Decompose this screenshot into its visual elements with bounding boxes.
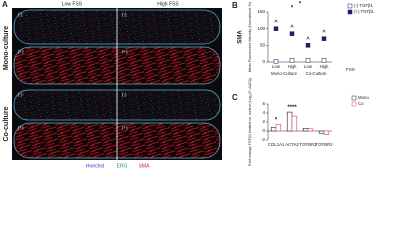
annotation: * [275, 117, 278, 123]
annotation: ^ [274, 20, 278, 26]
x-tick-label: ACTA2 [285, 142, 299, 147]
bar [307, 128, 314, 132]
annotation: **** [287, 105, 297, 111]
x-tick-label: Low [272, 64, 281, 69]
annotation: ^ [290, 25, 294, 31]
data-point [321, 58, 327, 63]
data-point [289, 31, 295, 36]
bar [323, 130, 330, 135]
annotation: ^ [306, 37, 310, 43]
x-tick-label: Low [304, 64, 313, 69]
stain-label: ERG [117, 163, 128, 169]
stain-label: SMA [139, 163, 151, 169]
treatment-label: (-) [18, 92, 23, 97]
x-tick-label: High [320, 64, 329, 69]
column-header: High FSS [157, 1, 179, 7]
data-point [273, 59, 279, 64]
stain-label: Hoechst [86, 163, 105, 169]
legend-label: (+) TGFβ1 [354, 9, 375, 14]
x-tick-label: TGFBR1 [300, 142, 318, 147]
panel-letter: B [232, 1, 238, 10]
legend-swatch [351, 95, 357, 101]
legend-swatch [351, 101, 357, 107]
data-point [305, 58, 311, 63]
bar [302, 128, 309, 132]
bar [291, 115, 298, 132]
treatment-label: (-) [122, 12, 127, 17]
y-tick-label: 150 [257, 9, 265, 14]
y-tick-label: 6 [262, 101, 265, 106]
legend-label: Co [358, 101, 364, 106]
treatment-label: (+) [122, 125, 128, 130]
row-header: Mono-culture [3, 26, 10, 70]
y-tick-label: 50 [260, 43, 266, 48]
legend-label: (-) TGFβ1 [354, 3, 373, 8]
figure: A Low FSS High FSS Mono-culture Co-cultu… [2, 0, 375, 169]
annotation: * [291, 6, 294, 12]
bar [275, 123, 282, 132]
group-label: Co-Culture [306, 71, 327, 76]
x-axis-label: FSS [346, 67, 355, 72]
row-header: Co-culture [3, 106, 10, 141]
bar [270, 127, 277, 132]
y-tick-label: 0 [262, 59, 265, 64]
treatment-label: (+) [18, 49, 24, 54]
legend-swatch [347, 9, 353, 15]
panel-a: A Low FSS High FSS Mono-culture Co-cultu… [2, 0, 222, 169]
legend-swatch [347, 3, 353, 9]
bar [318, 130, 325, 134]
y-tick-label: -2 [261, 137, 265, 142]
legend-label: Mono [358, 95, 369, 100]
annotation: * [299, 2, 302, 8]
treatment-label: (-) [18, 12, 23, 17]
y-axis-label: Mean Fluorescent Intensity (Normalized, … [248, 2, 252, 72]
data-point [273, 26, 279, 31]
y-tick-label: 2 [262, 119, 265, 124]
y-axis-label: Fold change TGFβ1 treated vs. control (L… [248, 78, 252, 166]
x-tick-label: High [288, 64, 297, 69]
data-point [289, 58, 295, 63]
x-tick-label: COL1A1 [268, 142, 285, 147]
treatment-label: (+) [122, 49, 128, 54]
group-label: Mono-Culture [271, 71, 298, 76]
chart-title: SMA [238, 30, 244, 44]
annotation: ^ [322, 30, 326, 36]
y-tick-label: 0 [262, 128, 265, 133]
panel-letter: A [2, 0, 8, 9]
panel-letter: C [232, 93, 238, 102]
treatment-label: (+) [18, 125, 24, 130]
y-tick-label: 4 [262, 110, 265, 115]
data-point [321, 36, 327, 41]
treatment-label: (-) [122, 92, 127, 97]
x-tick-label: TGFBR2 [316, 142, 334, 147]
bar [286, 111, 293, 132]
y-tick-label: 100 [257, 26, 265, 31]
data-point [305, 43, 311, 48]
column-header: Low FSS [62, 1, 83, 7]
